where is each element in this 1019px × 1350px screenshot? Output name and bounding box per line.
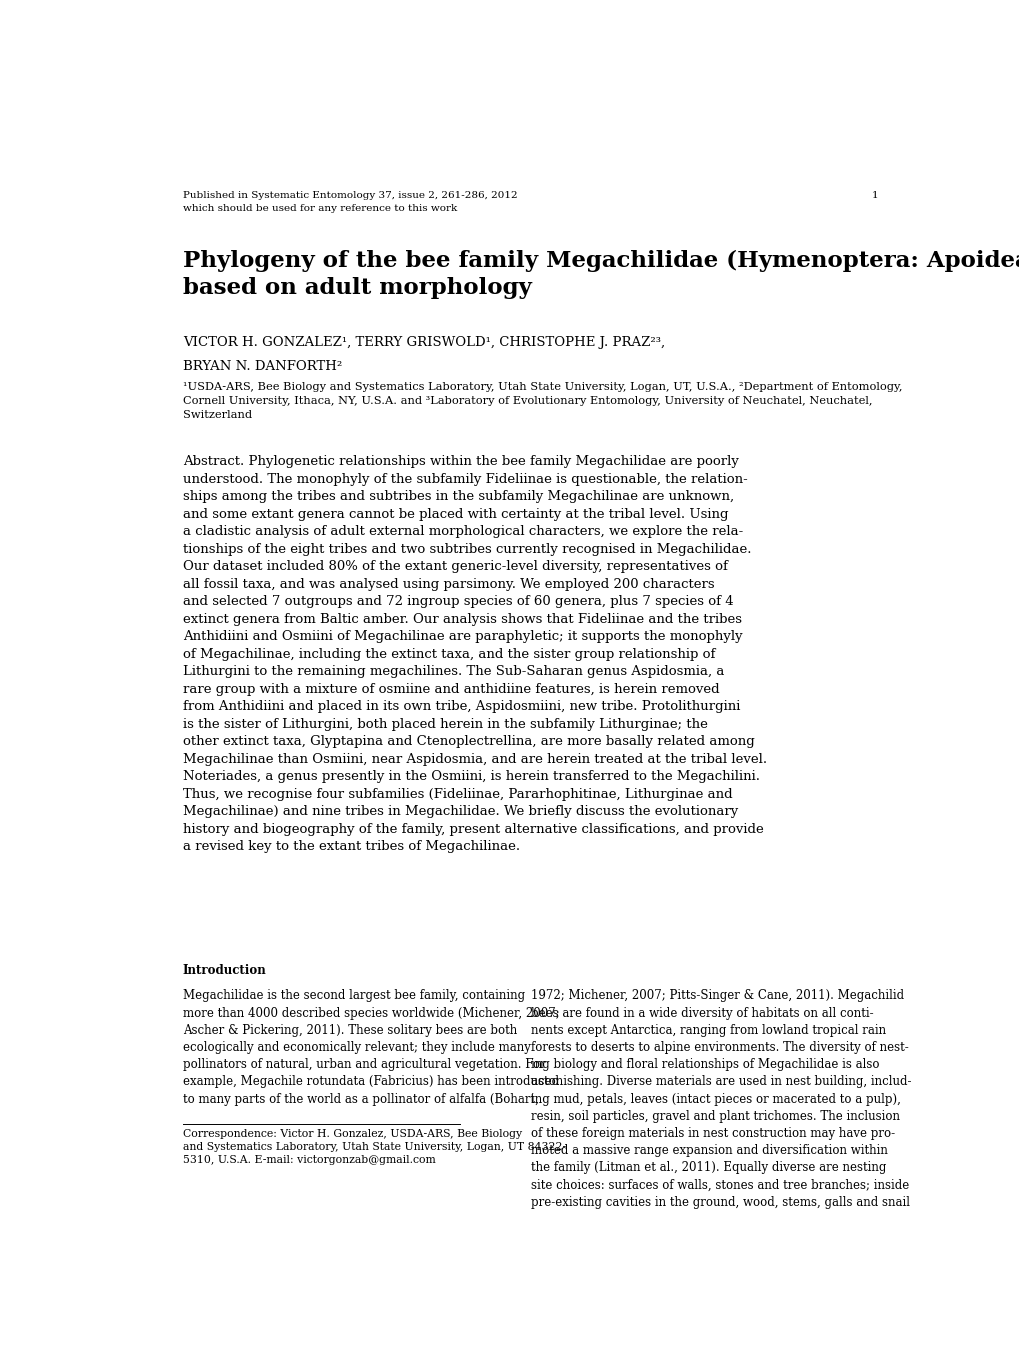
Text: 1: 1 [871,192,877,200]
Text: Published in Systematic Entomology 37, issue 2, 261-286, 2012
which should be us: Published in Systematic Entomology 37, i… [182,192,517,212]
Text: VICTOR H. GONZALEZ¹, TERRY GRISWOLD¹, CHRISTOPHE J. PRAZ²³,: VICTOR H. GONZALEZ¹, TERRY GRISWOLD¹, CH… [182,336,664,348]
Text: Phylogeny of the bee family Megachilidae (Hymenoptera: Apoidea)
based on adult m: Phylogeny of the bee family Megachilidae… [182,250,1019,298]
Text: ¹USDA-ARS, Bee Biology and Systematics Laboratory, Utah State University, Logan,: ¹USDA-ARS, Bee Biology and Systematics L… [182,382,902,420]
Text: Abstract. Phylogenetic relationships within the bee family Megachilidae are poor: Abstract. Phylogenetic relationships wit… [182,455,766,853]
Text: Megachilidae is the second largest bee family, containing
more than 4000 describ: Megachilidae is the second largest bee f… [182,990,559,1106]
Text: Introduction: Introduction [182,964,266,977]
Text: BRYAN N. DANFORTH²: BRYAN N. DANFORTH² [182,359,341,373]
Text: 1972; Michener, 2007; Pitts-Singer & Cane, 2011). Megachilid
bees are found in a: 1972; Michener, 2007; Pitts-Singer & Can… [530,990,910,1208]
Text: Correspondence: Victor H. Gonzalez, USDA-ARS, Bee Biology
and Systematics Labora: Correspondence: Victor H. Gonzalez, USDA… [182,1129,566,1165]
